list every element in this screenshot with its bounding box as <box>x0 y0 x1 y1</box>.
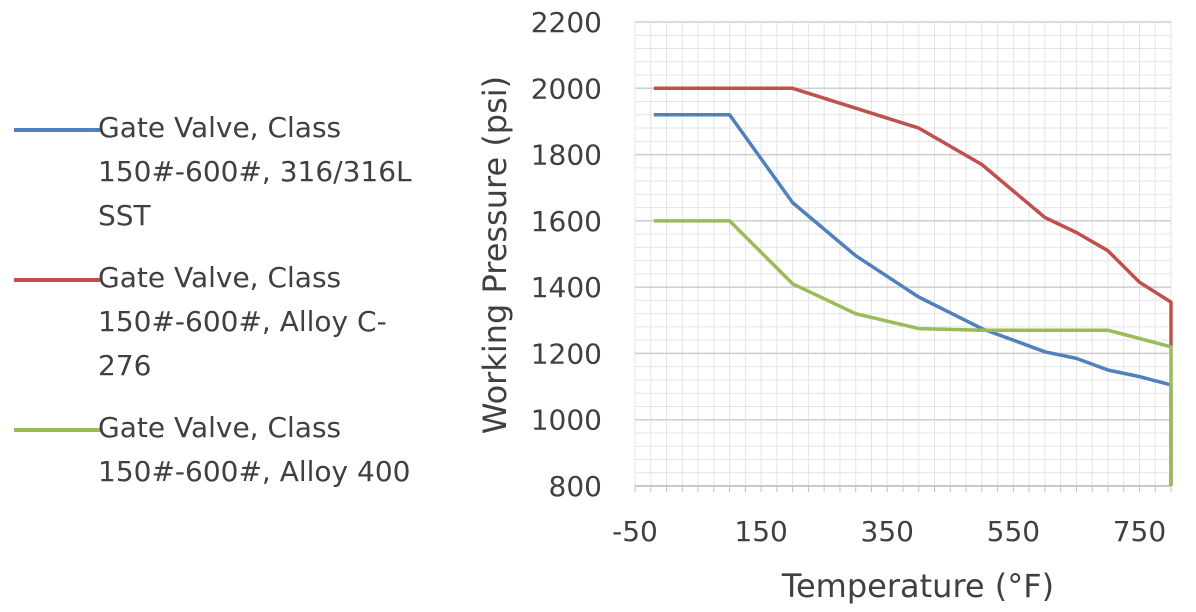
gridlines <box>634 21 1172 487</box>
series-line-1 <box>653 86 1173 347</box>
legend-label-316-sst: Gate Valve, Class 150#-600#, 316/316L SS… <box>98 111 412 232</box>
x-tick-label: 150 <box>734 515 787 548</box>
x-axis-title: Temperature (°F) <box>781 567 1054 605</box>
series-lines <box>653 86 1173 486</box>
x-tick-label: 350 <box>861 515 914 548</box>
x-tick-label: -50 <box>612 515 658 548</box>
x-tick-label: 750 <box>1113 515 1166 548</box>
legend-swatch-alloy-400 <box>14 428 100 432</box>
y-tick-label: 1400 <box>531 271 602 304</box>
y-tick-label: 2000 <box>531 72 602 105</box>
series-line-2 <box>653 219 1173 486</box>
y-tick-label: 1600 <box>531 205 602 238</box>
legend-entry-316-sst: Gate Valve, Class 150#-600#, 316/316L SS… <box>10 104 450 254</box>
y-axis-title: Working Pressure (psi) <box>476 76 514 434</box>
y-tick-label: 1000 <box>531 404 602 437</box>
legend-swatch-alloy-c276 <box>14 278 100 282</box>
y-tick-label: 2200 <box>531 6 602 39</box>
y-tick-label: 800 <box>549 470 602 503</box>
x-tick-label: 550 <box>987 515 1040 548</box>
legend-entry-alloy-c276: Gate Valve, Class 150#-600#, Alloy C-276 <box>10 254 450 404</box>
legend-label-alloy-400: Gate Valve, Class 150#-600#, Alloy 400 <box>98 411 411 488</box>
chart-legend: Gate Valve, Class 150#-600#, 316/316L SS… <box>10 104 450 554</box>
legend-label-alloy-c276: Gate Valve, Class 150#-600#, Alloy C-276 <box>98 261 387 382</box>
y-tick-label: 1800 <box>531 139 602 172</box>
axes <box>634 485 1172 492</box>
tick-labels: 800 1000 1200 1400 1600 1800 2000 2200 -50 150 350… <box>531 6 1166 548</box>
y-tick-label: 1200 <box>531 337 602 370</box>
legend-swatch-316-sst <box>14 128 100 132</box>
series-line-0 <box>653 113 1173 486</box>
legend-entry-alloy-400: Gate Valve, Class 150#-600#, Alloy 400 <box>10 404 450 554</box>
